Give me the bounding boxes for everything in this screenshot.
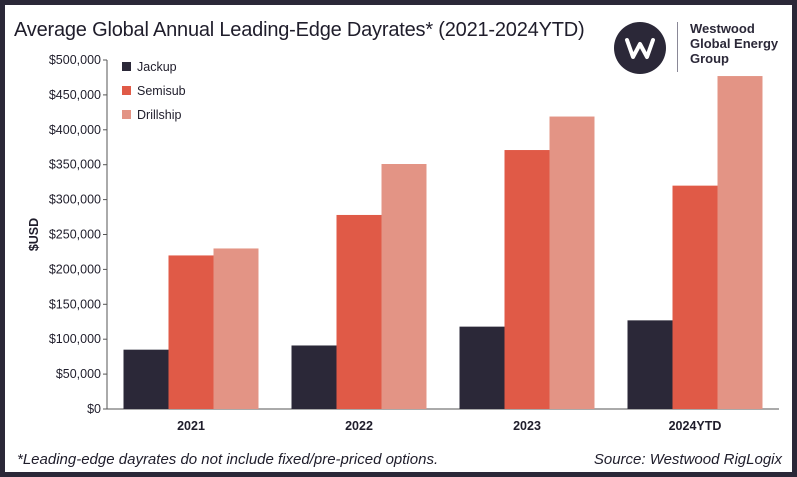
footnote: *Leading-edge dayrates do not include fi… (17, 451, 439, 468)
logo-line-2: Global Energy (690, 36, 779, 51)
y-tick-label: $0 (87, 402, 101, 416)
y-axis-label: $USD (27, 218, 41, 251)
bar-jackup-2023 (459, 326, 505, 409)
legend-label-drillship: Drillship (137, 108, 182, 122)
y-tick-label: $500,000 (49, 53, 101, 67)
legend-label-jackup: Jackup (137, 60, 177, 74)
y-tick-label: $150,000 (49, 297, 101, 311)
logo-wordmark: Westwood Global Energy Group (690, 21, 778, 66)
y-tick-label: $400,000 (49, 123, 101, 137)
bar-drillship-2022 (381, 164, 427, 409)
bar-jackup-2024ytd (627, 320, 673, 409)
bar-chart: $0 $50,000 $100,000 $150,000 $200,000 $250,00… (27, 53, 779, 433)
logo-line-1: Westwood (690, 21, 755, 36)
bar-jackup-2022 (291, 345, 337, 409)
bar-semisub-2022 (336, 214, 382, 409)
bar-drillship-2021 (213, 248, 259, 409)
bar-semisub-2023 (504, 150, 550, 410)
bar-drillship-2024ytd (717, 76, 763, 409)
y-tick-label: $200,000 (49, 262, 101, 276)
y-tick-label: $300,000 (49, 193, 101, 207)
y-tick-label: $50,000 (56, 367, 101, 381)
logo-line-3: Group (690, 51, 729, 66)
bar-drillship-2023 (549, 116, 595, 410)
y-tick-label: $250,000 (49, 228, 101, 242)
y-tick-label: $450,000 (49, 88, 101, 102)
legend-swatch-jackup (122, 62, 131, 71)
y-tick-label: $350,000 (49, 158, 101, 172)
legend-swatch-semisub (122, 86, 131, 95)
y-tick-label: $100,000 (49, 332, 101, 346)
chart-card: Average Global Annual Leading-Edge Dayra… (5, 5, 792, 472)
bar-semisub-2021 (168, 255, 214, 409)
logo-divider (677, 22, 678, 72)
chart-title: Average Global Annual Leading-Edge Dayra… (14, 19, 585, 41)
westwood-logo (614, 22, 666, 74)
bar-jackup-2021 (123, 349, 169, 409)
legend-label-semisub: Semisub (137, 84, 186, 98)
x-tick-label: 2024YTD (669, 419, 722, 433)
legend-swatch-drillship (122, 110, 131, 119)
x-tick-label: 2023 (513, 419, 541, 433)
w-logo-icon (625, 38, 655, 59)
bar-semisub-2024ytd (672, 185, 718, 409)
x-tick-label: 2022 (345, 419, 373, 433)
source-note: Source: Westwood RigLogix (593, 451, 782, 468)
x-tick-label: 2021 (177, 419, 205, 433)
